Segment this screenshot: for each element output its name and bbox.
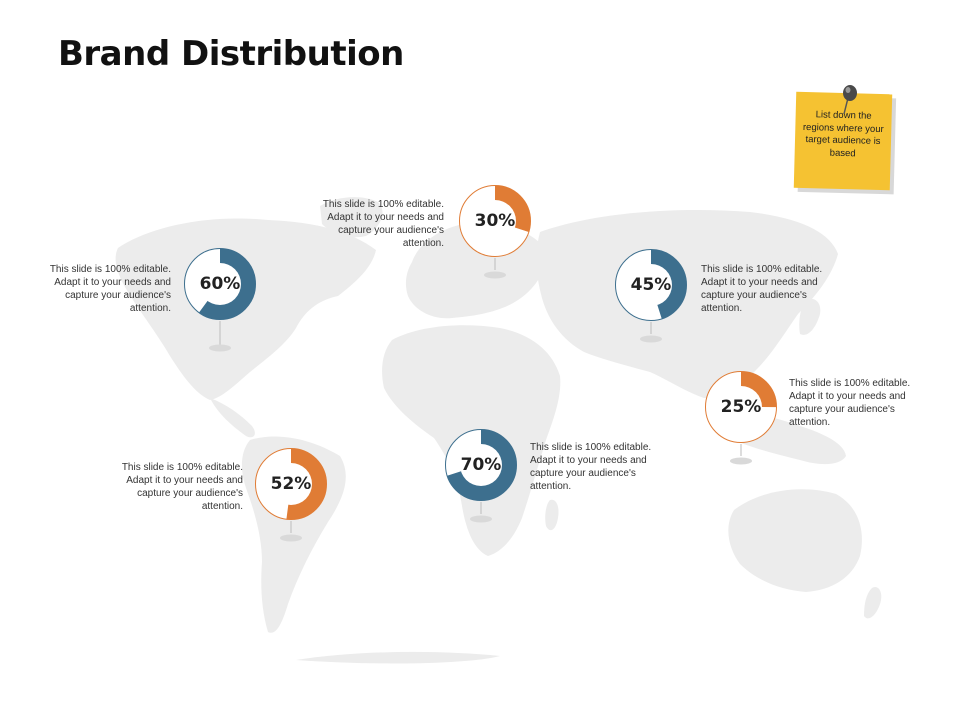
marker-north-america: 60% — [183, 247, 263, 357]
percent-label-north-america: 60% — [199, 274, 241, 294]
map-antarctic — [296, 651, 500, 664]
donut-arc-southeast-asia — [705, 371, 777, 443]
map-madagascar — [545, 499, 559, 531]
marker-southeast-asia: 25% — [704, 370, 784, 480]
description-north-america: This slide is 100% editable. Adapt it to… — [49, 264, 171, 314]
marker-europe: 30% — [458, 184, 538, 294]
description-africa: This slide is 100% editable. Adapt it to… — [530, 442, 652, 492]
page-title: Brand Distribution — [58, 34, 404, 74]
marker-africa: 70% — [444, 428, 524, 538]
map-new-zealand — [864, 586, 882, 619]
percent-label-southeast-asia: 25% — [720, 397, 762, 417]
percent-label-south-america: 52% — [270, 474, 312, 494]
description-southeast-asia: This slide is 100% editable. Adapt it to… — [789, 378, 911, 428]
donut-africa — [445, 429, 517, 523]
donut-arc-asia — [615, 249, 687, 321]
donut-arc-south-america — [255, 448, 327, 520]
donut-southeast-asia — [705, 371, 777, 465]
description-south-america: This slide is 100% editable. Adapt it to… — [121, 462, 243, 512]
map-japan — [799, 298, 821, 335]
map-asia — [536, 210, 838, 399]
percent-label-africa: 70% — [460, 455, 502, 475]
donut-south-america — [255, 448, 327, 542]
pushpin-icon — [843, 85, 857, 115]
percent-label-asia: 45% — [630, 275, 672, 295]
donut-arc-north-america — [184, 248, 256, 320]
marker-asia: 45% — [614, 248, 694, 358]
map-central-america — [210, 398, 255, 438]
donut-arc-africa — [445, 429, 517, 501]
description-europe: This slide is 100% editable. Adapt it to… — [322, 199, 444, 249]
description-asia: This slide is 100% editable. Adapt it to… — [701, 264, 823, 314]
map-greenland — [320, 197, 383, 238]
donut-arc-europe — [459, 185, 531, 257]
marker-south-america: 52% — [254, 447, 334, 557]
map-australia — [728, 489, 862, 592]
donut-asia — [615, 249, 687, 343]
donut-europe — [459, 185, 531, 279]
map-north-america — [115, 218, 376, 400]
percent-label-europe: 30% — [474, 211, 516, 231]
donut-north-america — [184, 248, 256, 352]
